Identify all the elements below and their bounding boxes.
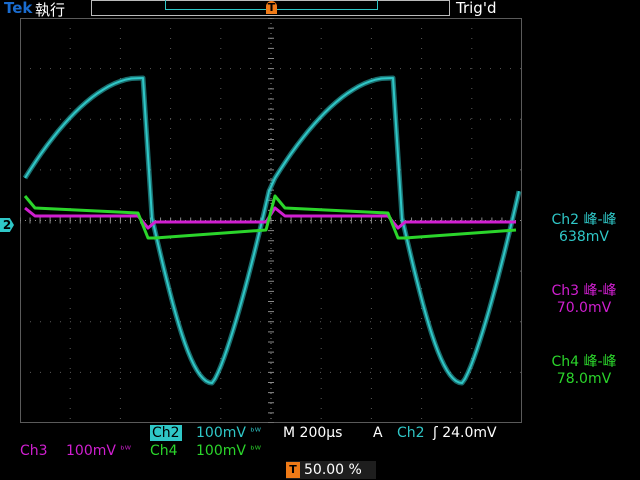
waveform-canvas [20, 18, 522, 423]
ch4-peak-to-peak-measurement: Ch4 峰-峰 78.0mV [530, 354, 638, 388]
horizontal-position-value: 50.00 % [304, 462, 362, 478]
ch2-label: Ch2 [150, 425, 182, 441]
trigger-mode: A [373, 425, 383, 441]
ch2-scale-readout[interactable]: Ch2 100mV ᵇᵂ [150, 425, 261, 441]
traces [22, 75, 522, 386]
trigger-source: Ch2 [397, 425, 425, 441]
ch4-label: Ch4 [150, 443, 178, 459]
acquisition-state: 執行 [35, 1, 66, 19]
ch2-waveform [24, 77, 520, 384]
trigger-readout[interactable]: A Ch2 ʃ 24.0mV [373, 425, 497, 441]
timebase-value: 200µs [299, 425, 343, 441]
rising-edge-icon: ʃ [433, 425, 438, 441]
trigger-status: Trig'd [456, 0, 497, 17]
ch2-peak-to-peak-measurement: Ch2 峰-峰 638mV [530, 212, 638, 246]
ch3-peak-to-peak-measurement: Ch3 峰-峰 70.0mV [530, 283, 638, 317]
ch4-waveform [23, 194, 517, 240]
ch2-measurement-label: Ch2 峰-峰 [551, 212, 617, 228]
waveform-display[interactable] [20, 18, 522, 423]
horizontal-position-icon: T [286, 462, 300, 478]
ch2-bandwidth-limit-icon: ᵇᵂ [250, 427, 261, 438]
ch3-scale: 100mV [66, 443, 116, 459]
ch4-bandwidth-limit-icon: ᵇᵂ [250, 445, 261, 456]
ch3-bandwidth-limit-icon: ᵇᵂ [120, 445, 131, 456]
ch4-measurement-label: Ch4 峰-峰 [551, 354, 617, 370]
ch2-ground-marker[interactable]: 2 [0, 218, 14, 232]
ch2-measurement-value: 638mV [559, 229, 609, 245]
ch3-measurement-label: Ch3 峰-峰 [551, 283, 617, 299]
trigger-position-marker-top[interactable]: T [266, 1, 277, 14]
record-view-box [91, 0, 450, 16]
ch4-measurement-value: 78.0mV [556, 371, 612, 387]
brand-logo: Tek [4, 0, 33, 17]
ch3-scale-readout[interactable]: Ch3 100mV ᵇᵂ [20, 443, 131, 459]
ch2-scale: 100mV [196, 425, 246, 441]
timebase-label: M [283, 425, 296, 441]
horizontal-position-readout[interactable] [286, 461, 376, 479]
status-bar: Tek 執行 T Trig'd [0, 0, 640, 19]
trigger-level: 24.0mV [442, 425, 497, 441]
ch4-scale: 100mV [196, 443, 246, 459]
ch3-measurement-value: 70.0mV [556, 300, 612, 316]
ch3-label: Ch3 [20, 443, 48, 459]
ch4-scale-readout[interactable]: Ch4 100mV ᵇᵂ [150, 443, 261, 459]
timebase-readout[interactable]: M 200µs [283, 425, 342, 441]
